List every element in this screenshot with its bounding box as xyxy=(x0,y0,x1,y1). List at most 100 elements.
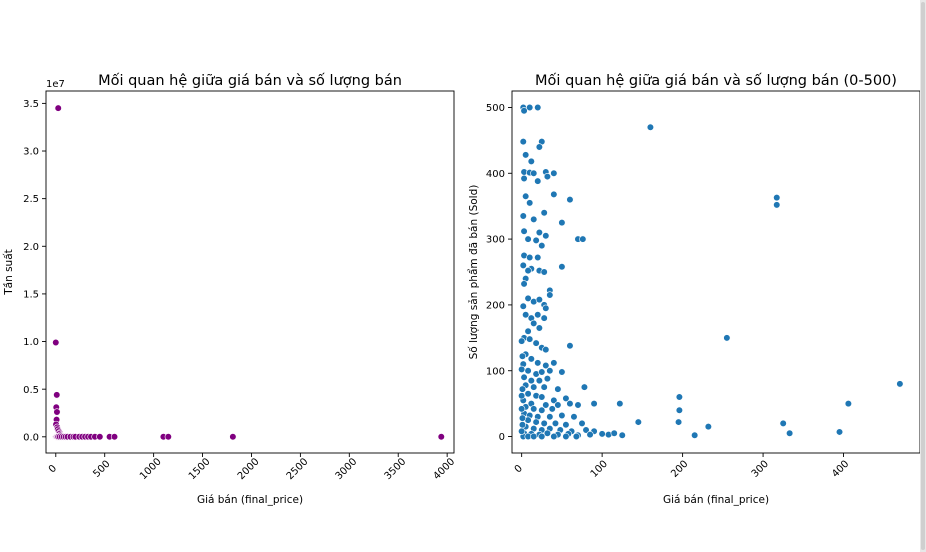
data-point xyxy=(562,421,570,429)
data-point xyxy=(526,103,534,112)
x-axis-label: Giá bán (final_price) xyxy=(197,494,303,506)
data-point xyxy=(527,377,535,385)
y-tick-label: 3.5 xyxy=(23,99,39,110)
data-point xyxy=(522,311,530,319)
data-point xyxy=(229,433,237,441)
y-tick-label: 2.5 xyxy=(23,194,39,205)
y-axis-label: Số lượng sản phẩm đã bán (Sold) xyxy=(467,185,480,360)
data-point xyxy=(530,215,538,223)
data-point xyxy=(530,405,538,413)
data-point xyxy=(550,359,558,367)
data-point xyxy=(524,390,532,398)
data-point xyxy=(538,242,546,250)
scrollbar-thumb[interactable] xyxy=(921,2,925,550)
y-tick-label: 300 xyxy=(486,235,505,246)
data-point xyxy=(786,429,794,437)
x-tick-label: 0 xyxy=(513,463,525,475)
data-point xyxy=(562,394,570,402)
data-point xyxy=(526,335,534,343)
data-point xyxy=(520,227,528,235)
data-point xyxy=(540,314,548,322)
data-point xyxy=(530,169,538,177)
data-point xyxy=(835,428,844,436)
data-point xyxy=(535,296,543,304)
data-point xyxy=(527,355,535,363)
data-point xyxy=(550,396,558,404)
data-point xyxy=(535,143,543,151)
data-point xyxy=(540,419,548,427)
data-point xyxy=(522,151,530,159)
x-tick-label: 200 xyxy=(669,459,690,480)
data-point xyxy=(53,408,61,416)
data-point xyxy=(437,433,445,441)
y-tick-label: 1.5 xyxy=(23,290,39,301)
data-point xyxy=(540,268,548,276)
data-point xyxy=(558,263,566,271)
data-point xyxy=(522,192,530,200)
data-point xyxy=(675,393,683,401)
data-point xyxy=(554,385,562,393)
data-point xyxy=(574,401,582,409)
data-point xyxy=(540,383,548,391)
x-tick-label: 2500 xyxy=(285,456,311,482)
data-point xyxy=(546,291,554,299)
data-point xyxy=(518,405,526,413)
data-point xyxy=(558,219,566,227)
data-point xyxy=(610,429,618,437)
data-point xyxy=(519,302,527,310)
data-point xyxy=(554,401,562,409)
data-point xyxy=(542,401,550,409)
data-point xyxy=(96,433,104,441)
x-tick-label: 500 xyxy=(91,459,112,480)
data-point xyxy=(566,196,574,204)
data-point xyxy=(54,104,62,112)
data-point xyxy=(535,377,543,385)
data-point xyxy=(542,304,550,312)
x-axis-label: Giá bán (final_price) xyxy=(663,494,769,506)
y-tick-label: 0.0 xyxy=(23,432,39,443)
data-point xyxy=(519,138,527,146)
data-point xyxy=(582,426,590,434)
data-point xyxy=(616,400,624,408)
y-tick-label: 400 xyxy=(486,169,505,180)
data-point xyxy=(558,411,566,420)
data-point xyxy=(548,405,556,413)
data-point xyxy=(572,432,580,441)
data-point xyxy=(538,432,546,441)
data-point xyxy=(562,432,570,441)
data-point xyxy=(542,361,550,370)
data-point xyxy=(534,311,542,319)
chart-frequency: Mối quan hệ giữa giá bán và số lượng bán… xyxy=(3,72,457,506)
y-tick-label: 500 xyxy=(486,103,505,114)
data-point xyxy=(535,324,543,332)
data-point xyxy=(543,429,552,437)
y-tick-label: 0.5 xyxy=(23,385,39,396)
data-point xyxy=(534,359,542,367)
data-point xyxy=(518,337,526,345)
data-point xyxy=(543,172,552,181)
y-tick-label: 3.0 xyxy=(23,147,39,158)
data-point xyxy=(518,352,527,360)
data-point xyxy=(590,400,598,408)
data-point xyxy=(518,365,526,374)
data-point xyxy=(646,123,655,131)
data-point xyxy=(524,327,532,335)
data-point xyxy=(526,199,534,207)
data-point xyxy=(524,294,532,302)
x-tick-label: 2000 xyxy=(236,456,262,482)
chart-title: Mối quan hệ giữa giá bán và số lượng bán xyxy=(98,72,402,89)
data-point xyxy=(566,400,574,408)
data-point xyxy=(519,212,527,220)
data-point xyxy=(518,414,527,422)
x-tick-label: 100 xyxy=(589,459,610,480)
data-point xyxy=(52,338,60,347)
data-point xyxy=(518,427,526,435)
y-tick-label: 1.0 xyxy=(23,337,39,348)
data-point xyxy=(550,432,558,441)
y-tick-label: 200 xyxy=(486,301,505,312)
vertical-scrollbar[interactable] xyxy=(920,0,926,552)
data-point xyxy=(524,367,532,375)
data-point xyxy=(164,433,172,441)
chart-title: Mối quan hệ giữa giá bán và số lượng bán… xyxy=(535,72,897,89)
